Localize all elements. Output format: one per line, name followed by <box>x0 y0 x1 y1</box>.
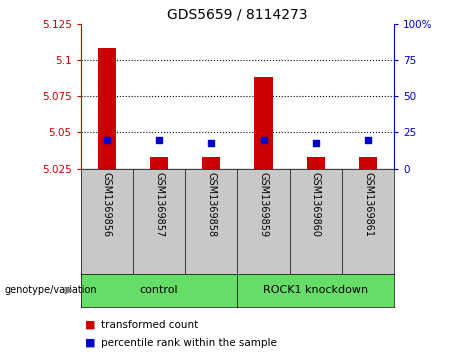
Bar <box>359 157 377 169</box>
Text: GSM1369858: GSM1369858 <box>206 172 216 237</box>
Text: ■: ■ <box>85 338 96 348</box>
Text: genotype/variation: genotype/variation <box>5 285 97 295</box>
Text: GSM1369860: GSM1369860 <box>311 172 321 237</box>
Text: ROCK1 knockdown: ROCK1 knockdown <box>263 285 368 295</box>
Bar <box>202 157 220 169</box>
Bar <box>254 77 272 169</box>
Title: GDS5659 / 8114273: GDS5659 / 8114273 <box>167 7 307 21</box>
Bar <box>98 48 116 169</box>
Bar <box>307 157 325 169</box>
Text: ■: ■ <box>85 320 96 330</box>
Text: GSM1369861: GSM1369861 <box>363 172 373 237</box>
Text: percentile rank within the sample: percentile rank within the sample <box>101 338 278 348</box>
Bar <box>150 157 168 169</box>
Text: control: control <box>140 285 178 295</box>
Text: GSM1369859: GSM1369859 <box>259 172 269 237</box>
Text: GSM1369857: GSM1369857 <box>154 172 164 237</box>
Text: GSM1369856: GSM1369856 <box>102 172 112 237</box>
Text: transformed count: transformed count <box>101 320 199 330</box>
